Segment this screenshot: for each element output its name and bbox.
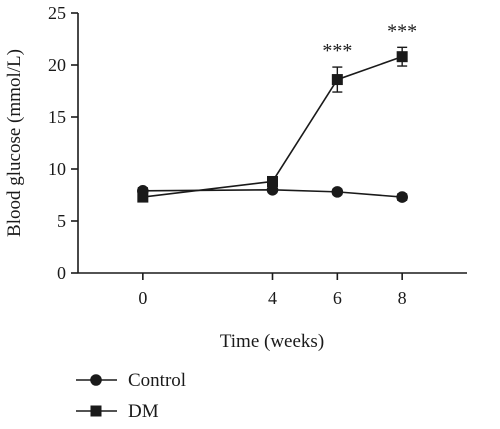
y-tick-label: 0 — [57, 263, 66, 283]
y-tick-label: 5 — [57, 211, 66, 231]
data-point — [331, 186, 344, 198]
data-point — [137, 191, 149, 203]
axes: 0 5 10 15 20 25 0 4 6 8 — [48, 3, 467, 308]
y-tick-label: 25 — [48, 3, 66, 23]
legend-item-dm: DM — [76, 401, 159, 422]
x-tick-label: 0 — [138, 288, 147, 308]
series-line — [142, 55, 403, 198]
legend-marker — [90, 405, 102, 417]
y-tick-label: 10 — [48, 159, 66, 179]
x-axis-title: Time (weeks) — [220, 331, 324, 352]
significance-label: *** — [387, 20, 417, 42]
y-axis-title: Blood glucose (mmol/L) — [4, 49, 25, 237]
y-tick-label: 20 — [48, 55, 66, 75]
legend-item-control: Control — [76, 370, 186, 391]
legend: Control DM — [76, 370, 186, 422]
data-point — [396, 191, 408, 203]
series-dm — [137, 46, 408, 203]
data-point — [331, 74, 343, 86]
legend-label: Control — [128, 370, 186, 391]
legend-marker — [90, 374, 102, 386]
legend-label: DM — [128, 401, 159, 422]
data-point — [396, 51, 408, 63]
annotation-layer: *** *** — [322, 20, 417, 62]
series-line — [142, 188, 403, 198]
x-tick-label: 4 — [268, 288, 277, 308]
x-tick-label: 6 — [333, 288, 342, 308]
significance-label: *** — [322, 40, 352, 62]
series-layer — [137, 46, 408, 203]
x-tick-label: 8 — [398, 288, 407, 308]
y-tick-label: 15 — [48, 107, 66, 127]
data-point — [267, 175, 278, 187]
